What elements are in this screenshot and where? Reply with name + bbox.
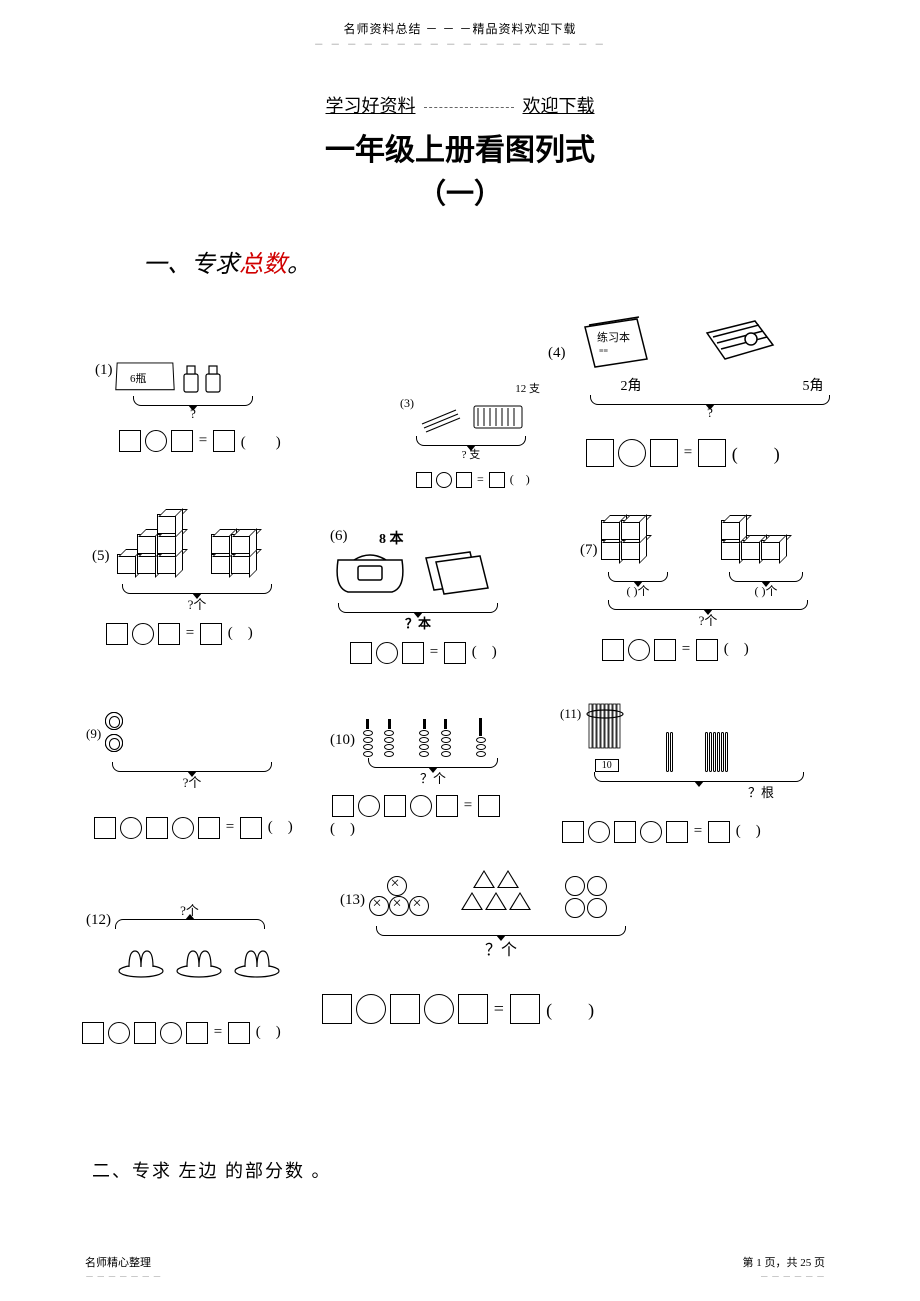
problem-7: (7) ( )个 ( )个 ?个 = ( ) — [580, 512, 840, 661]
header-line1: 名师资料总结 － － －精品资料欢迎下载 — [0, 20, 920, 37]
problem-7-label: (7) — [580, 542, 598, 559]
problem-10: (10) ？个 = ( ) — [330, 718, 530, 838]
notebook-icon: 练习本 ≡≡ — [577, 315, 657, 375]
problem-5: (5) ?个 = ( ) — [92, 512, 302, 645]
problem-4-label: (4) — [548, 345, 566, 362]
main-title: 一年级上册看图列式 — [0, 125, 920, 169]
section1-suffix: 。 — [287, 252, 311, 278]
svg-text:练习本: 练习本 — [597, 330, 630, 344]
problem-9: (9) ?个 = ( ) — [86, 712, 306, 839]
problem-6-label: (6) — [330, 528, 348, 545]
stick-bundle-icon — [585, 700, 629, 754]
section1-prefix: 一、专求 — [143, 252, 239, 278]
problem-1-label: (1) — [95, 362, 113, 379]
problem-3: 12 支 (3) ? 支 = ( ) — [400, 380, 560, 488]
p3-top-text: 12 支 — [400, 380, 540, 396]
subtitle-right: 欢迎下载 — [519, 96, 595, 116]
books-icon — [330, 548, 510, 598]
problem-11: (11) 10 ？根 = ( ) — [560, 700, 840, 843]
problem-3-label: (3) — [400, 396, 414, 411]
problem-4: (4) 练习本 ≡≡ 2角 5角 ? = — [548, 315, 838, 467]
problem-13: (13) ？个 = ( ) — [340, 870, 700, 1024]
p11-ten: 10 — [595, 759, 619, 772]
problem-11-label: (11) — [560, 706, 581, 722]
bottle-icon — [178, 362, 228, 396]
p4-left-price: 2角 — [596, 375, 666, 395]
p1-box-text: 6瓶 — [130, 370, 147, 386]
problem-12-label: (12) — [86, 912, 111, 929]
section-1-title: 一、专求总数。 — [143, 244, 311, 279]
problem-6: (6) 8 本 ？本 = ( ) — [330, 528, 530, 664]
section-2-title: 二、专求 左边 的部分数 。 — [92, 1157, 332, 1183]
footer-left: 名师精心整理 － － － － － － － — [85, 1254, 162, 1283]
header-dashes: － － － － － － － － － － － － － － － － － － — [0, 36, 920, 51]
problem-13-label: (13) — [340, 892, 365, 909]
subtitle-row: 学习好资料 欢迎下载 — [0, 92, 920, 118]
p6-top: 8 本 — [379, 532, 404, 547]
p4-right-price: 5角 — [793, 375, 833, 395]
pencils-organ-icon — [418, 396, 528, 436]
subtitle-gap — [424, 107, 514, 108]
candles-icon — [115, 929, 285, 979]
problem-9-label: (9) — [86, 726, 101, 742]
problem-5-label: (5) — [92, 548, 110, 565]
problem-12: (12) ?个 = ( ) — [86, 900, 326, 1044]
svg-text:≡≡: ≡≡ — [599, 346, 609, 355]
problem-1: (1) 6瓶 ? = ( ) — [95, 362, 385, 452]
subtitle-left: 学习好资料 — [326, 96, 420, 116]
problem-10-label: (10) — [330, 732, 355, 749]
main-title-sub: （一） — [0, 172, 920, 212]
footer-right: 第 1 页，共 25 页 － － － － － － — [743, 1254, 826, 1283]
section1-highlight: 总数 — [239, 252, 287, 278]
sharpener-icon — [701, 315, 781, 375]
